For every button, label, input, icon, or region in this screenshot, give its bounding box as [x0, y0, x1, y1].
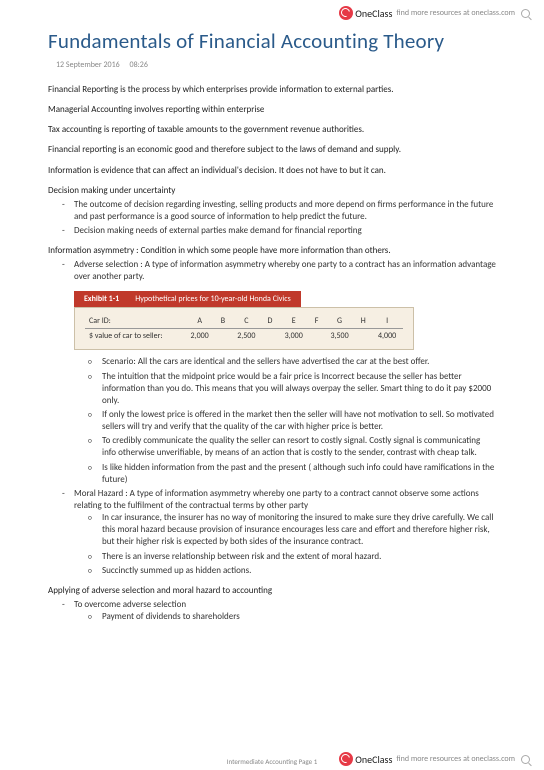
oneclass-icon: [339, 752, 353, 766]
list-item: To credibly communicate the quality the …: [92, 435, 496, 459]
row-label: $ value of car to seller:: [85, 329, 184, 344]
cell: A: [184, 314, 216, 329]
list-item-adverse: Adverse selection : A type of informatio…: [66, 259, 496, 283]
table-row: $ value of car to seller: 2,000 2,500 3,…: [85, 329, 403, 344]
list-item: If only the lowest price is offered in t…: [92, 409, 496, 433]
cell: H: [355, 314, 371, 329]
list-applying-sub: Payment of dividends to shareholders: [74, 611, 496, 623]
cell: I: [371, 314, 403, 329]
page: OneClass find more resources at oneclass…: [0, 0, 544, 770]
cell: 3,500: [324, 329, 356, 344]
list-moral: Moral Hazard : A type of information asy…: [48, 488, 496, 577]
doc-meta: 12 September 2016 08:26: [48, 60, 496, 70]
para-tax: Tax accounting is reporting of taxable a…: [48, 124, 496, 136]
cell: 2,000: [184, 329, 216, 344]
cell: F: [310, 314, 324, 329]
list-item: Succinctly summed up as hidden actions.: [92, 565, 496, 577]
list-item: Is like hidden information from the past…: [92, 462, 496, 486]
cell: D: [262, 314, 278, 329]
cell: 2,500: [230, 329, 262, 344]
bottom-tagline: find more resources at oneclass.com: [396, 754, 515, 764]
para-managerial: Managerial Accounting involves reporting…: [48, 104, 496, 116]
list-moral-sub: In car insurance, the insurer has no way…: [74, 512, 496, 577]
row-label: Car ID:: [85, 314, 184, 329]
search-icon[interactable]: [521, 9, 530, 18]
list-item: To overcome adverse selection Payment of…: [66, 599, 496, 623]
applying-l1: To overcome adverse selection: [74, 599, 186, 610]
cell: [262, 329, 278, 344]
bottom-bar: OneClass find more resources at oneclass…: [339, 752, 530, 766]
table-row: Car ID: A B C D E F G H I: [85, 314, 403, 329]
list-item: Scenario: All the cars are identical and…: [92, 356, 496, 368]
para-information: Information is evidence that can affect …: [48, 165, 496, 177]
cell: 3,000: [278, 329, 310, 344]
exhibit: Exhibit 1-1Hypothetical prices for 10-ye…: [74, 291, 496, 350]
exhibit-title: Hypothetical prices for 10-year-old Hond…: [129, 291, 301, 307]
list-item-moral-head: Moral Hazard : A type of information asy…: [66, 488, 496, 577]
page-footer-label: Intermediate Accounting Page 1: [227, 757, 318, 766]
list-item: In car insurance, the insurer has no way…: [92, 512, 496, 548]
cell: [355, 329, 371, 344]
list-item: The intuition that the midpoint price wo…: [92, 371, 496, 407]
cell: [310, 329, 324, 344]
cell: C: [230, 314, 262, 329]
heading-asymmetry: Information asymmetry : Condition in whi…: [48, 245, 496, 256]
moral-head-text: Moral Hazard : A type of information asy…: [74, 488, 479, 511]
list-scenario: Scenario: All the cars are identical and…: [48, 356, 496, 485]
brand-logo-footer[interactable]: OneClass: [339, 752, 392, 766]
heading-applying: Applying of adverse selection and moral …: [48, 585, 496, 596]
exhibit-body: Car ID: A B C D E F G H I $ value of car…: [74, 307, 414, 350]
brand-name-footer: OneClass: [355, 753, 392, 766]
cell: G: [324, 314, 356, 329]
cell: 4,000: [371, 329, 403, 344]
brand-logo[interactable]: OneClass: [339, 6, 392, 20]
list-item: There is an inverse relationship between…: [92, 551, 496, 563]
oneclass-icon: [339, 6, 353, 20]
exhibit-header: Exhibit 1-1Hypothetical prices for 10-ye…: [74, 291, 496, 307]
list-asymmetry: Adverse selection : A type of informatio…: [48, 259, 496, 283]
search-icon[interactable]: [521, 755, 530, 764]
list-item: The outcome of decision regarding invest…: [66, 199, 496, 223]
list-item: Decision making needs of external partie…: [66, 225, 496, 237]
cell: [216, 329, 231, 344]
heading-decision: Decision making under uncertainty: [48, 185, 496, 196]
top-bar: OneClass find more resources at oneclass…: [339, 6, 530, 20]
doc-date: 12 September 2016: [56, 60, 120, 70]
list-decision: The outcome of decision regarding invest…: [48, 199, 496, 237]
doc-time: 08:26: [130, 60, 148, 70]
list-item: Payment of dividends to shareholders: [92, 611, 496, 623]
list-applying: To overcome adverse selection Payment of…: [48, 599, 496, 623]
page-title: Fundamentals of Financial Accounting The…: [48, 28, 496, 54]
exhibit-table: Car ID: A B C D E F G H I $ value of car…: [85, 314, 403, 343]
cell: E: [278, 314, 310, 329]
exhibit-tab: Exhibit 1-1: [74, 291, 129, 307]
top-tagline: find more resources at oneclass.com: [396, 8, 515, 18]
para-economic-good: Financial reporting is an economic good …: [48, 144, 496, 156]
para-financial-reporting: Financial Reporting is the process by wh…: [48, 84, 496, 96]
brand-name: OneClass: [355, 7, 392, 20]
cell: B: [216, 314, 231, 329]
